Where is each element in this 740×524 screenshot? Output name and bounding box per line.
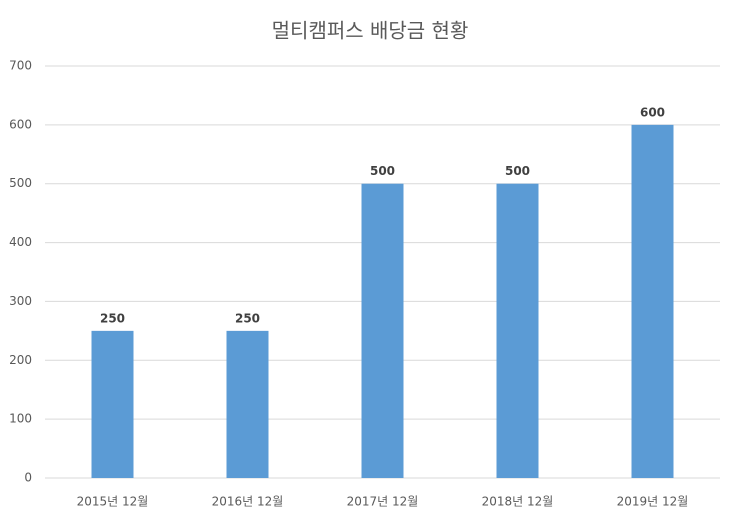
chart-title: 멀티캠퍼스 배당금 현황: [272, 19, 469, 43]
x-tick-label: 2018년 12월: [482, 495, 554, 509]
value-label: 600: [640, 105, 665, 119]
value-label: 250: [235, 311, 260, 325]
y-tick-label: 400: [9, 235, 32, 249]
bar: [631, 124, 674, 478]
y-tick-label: 200: [9, 353, 32, 367]
x-tick-label: 2017년 12월: [347, 495, 419, 509]
bar: [361, 183, 404, 478]
y-tick-label: 500: [9, 176, 32, 190]
x-tick-label: 2015년 12월: [77, 495, 149, 509]
bar: [226, 330, 269, 478]
bar: [91, 330, 134, 478]
y-tick-label: 300: [9, 294, 32, 308]
value-label: 500: [505, 164, 530, 178]
y-tick-label: 700: [9, 59, 32, 73]
y-tick-label: 0: [24, 471, 32, 485]
y-tick-label: 600: [9, 117, 32, 131]
value-label: 500: [370, 164, 395, 178]
x-tick-label: 2019년 12월: [617, 495, 689, 509]
value-label: 250: [100, 311, 125, 325]
y-tick-label: 100: [9, 412, 32, 426]
x-tick-label: 2016년 12월: [212, 495, 284, 509]
bar: [496, 183, 539, 478]
